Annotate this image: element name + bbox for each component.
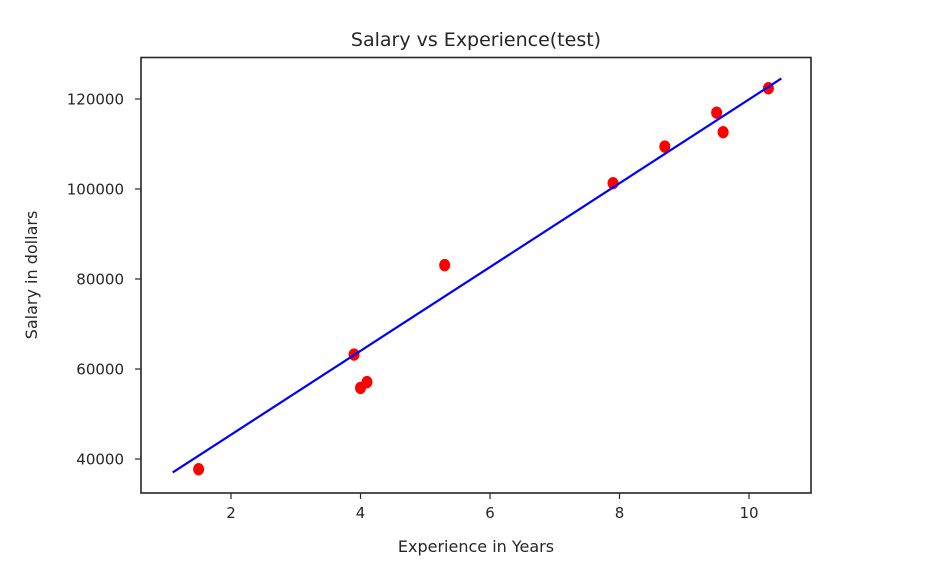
data-point	[439, 258, 451, 272]
y-axis-label: Salary in dollars	[22, 211, 41, 340]
x-tick-label: 2	[226, 504, 236, 522]
y-tick-label: 80000	[76, 271, 124, 289]
y-tick-label: 60000	[76, 361, 124, 379]
y-tick-label: 120000	[67, 91, 124, 109]
axes-frame	[140, 56, 812, 494]
data-point	[193, 463, 205, 476]
x-axis-label: Experience in Years	[398, 537, 554, 556]
y-tick-label: 40000	[76, 451, 124, 469]
plot-area	[172, 77, 782, 476]
x-axis: 2 4 6 8 10	[226, 493, 759, 522]
data-point	[355, 381, 366, 395]
x-tick-label: 10	[739, 504, 758, 522]
y-tick-label: 100000	[67, 181, 124, 199]
x-tick-label: 8	[615, 504, 625, 522]
data-point	[711, 106, 723, 119]
chart-title: Salary vs Experience(test)	[351, 29, 601, 51]
regression-line	[172, 77, 782, 474]
y-axis: 40000 60000 80000 100000 120000	[67, 91, 141, 469]
data-point	[717, 125, 729, 139]
x-tick-label: 6	[485, 504, 495, 522]
data-point	[659, 140, 671, 153]
x-tick-label: 4	[356, 504, 366, 522]
